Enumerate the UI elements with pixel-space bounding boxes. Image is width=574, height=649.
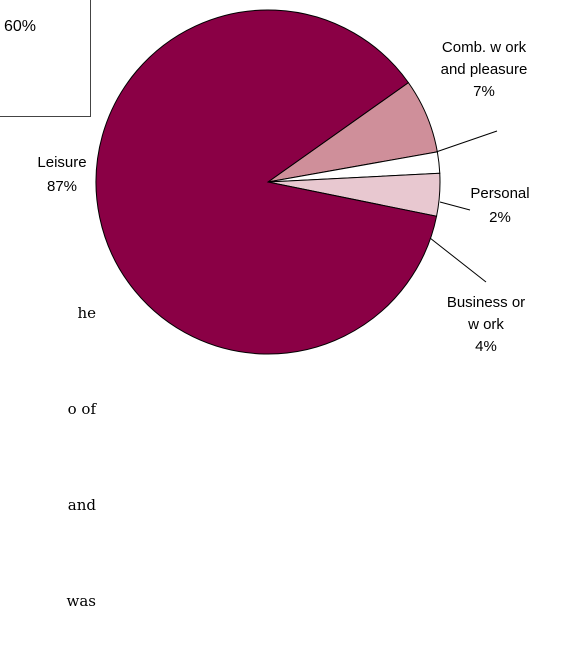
slice-label: Leisure — [37, 154, 86, 171]
leader-line — [435, 130, 498, 153]
pie-slices — [95, 9, 441, 355]
slice-labels: Leisure 87% Comb. w ork and pleasure 7% Perso… — [37, 39, 529, 355]
slice-label: 4% — [475, 338, 497, 355]
slice-label: Business or — [447, 294, 525, 311]
slice-label: 2% — [489, 209, 511, 226]
slice-label: Comb. w ork — [442, 39, 527, 56]
leader-line — [429, 237, 487, 283]
pie-slice-leisure — [95, 9, 438, 355]
body-text-line: he — [77, 304, 96, 322]
slice-label: 87% — [47, 178, 77, 195]
legend-box-fragment: 60% — [0, 0, 91, 117]
body-text-line: o of — [67, 400, 96, 418]
pie-chart: Leisure 87% Comb. w ork and pleasure 7% Perso… — [37, 9, 530, 355]
body-text-line: was — [66, 592, 96, 610]
body-text-line: and — [67, 496, 96, 514]
leader-lines — [429, 130, 498, 283]
leader-line — [439, 201, 471, 211]
slice-label: w ork — [467, 316, 504, 333]
slice-label: 7% — [473, 83, 495, 100]
slice-label: and pleasure — [441, 61, 528, 78]
slice-label: Personal — [470, 185, 529, 202]
legend-value: 60% — [4, 18, 37, 35]
